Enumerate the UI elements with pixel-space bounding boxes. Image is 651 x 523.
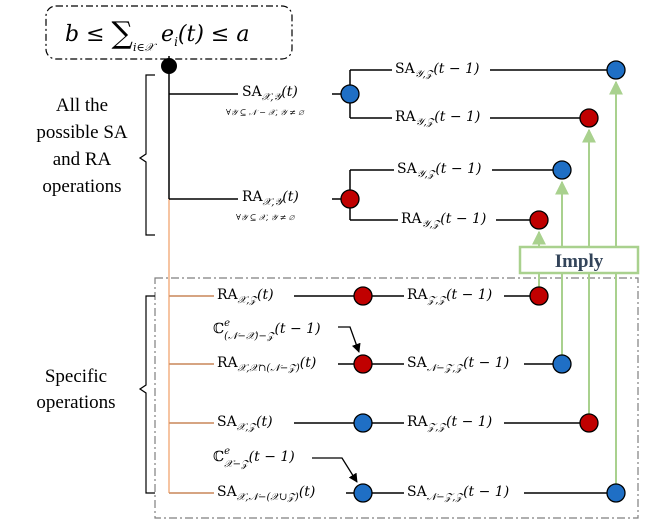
specific-row4-right-node: [606, 483, 626, 503]
constraint-formula-box: [45, 5, 293, 60]
ra-child1-node: [552, 160, 572, 180]
specific-row3-right-node: [579, 413, 599, 433]
implication-arrows: [532, 80, 623, 493]
constraint-formula: b ≤ ∑i∈𝒳 ei(t) ≤ a: [65, 16, 249, 54]
condition-c2-arrow: [312, 457, 358, 483]
specific-label-line2: operations: [36, 392, 115, 413]
specific-row1-left-node: [353, 286, 373, 306]
imply-box: [518, 245, 640, 275]
specific-row2-right-node: [552, 354, 572, 374]
ra-child2-node: [529, 210, 549, 230]
specific-row4-left-label: SA𝒳,𝒩−(𝒳∪𝒵)(t): [217, 484, 315, 503]
imply-label: Imply: [555, 251, 604, 272]
specific-row4-left-node: [353, 483, 373, 503]
sa-condition: ∀𝒴 ⊆ 𝒩 − 𝒳, 𝒴 ≠ ∅: [226, 108, 305, 117]
sa-child2-label: RA𝒴,𝒵(t − 1): [395, 109, 480, 128]
specific-row3-right-label: RA𝒵,𝒵(t − 1): [407, 414, 492, 433]
ra-child1-label: SA𝒴,𝒵(t − 1): [397, 161, 481, 180]
specific-row1-right-label: RA𝒵,𝒵(t − 1): [407, 287, 492, 306]
general-label-line3: and RA: [53, 149, 112, 170]
general-label-line2: possible SA: [36, 122, 128, 143]
ra-child2-label: RA𝒴,𝒵(t − 1): [401, 211, 486, 230]
specific-row2-left-node: [353, 354, 373, 374]
specific-row4-right-label: SA𝒩−𝒵,𝒵(t − 1): [407, 484, 509, 503]
specific-brace: [138, 295, 155, 494]
specific-row1-right-node: [529, 286, 549, 306]
specific-label-line1: Specific: [45, 366, 107, 387]
sa-child1-label: SA𝒴,𝒵(t − 1): [395, 61, 479, 80]
sa-child1-node: [606, 60, 626, 80]
specific-operations-box: [154, 277, 639, 519]
ra-main-node: [340, 189, 360, 209]
condition-c1-label: ℂe (𝒩−𝒳)−𝒵(t − 1): [213, 318, 321, 342]
specific-row2-right-label: SA𝒩−𝒵,𝒵(t − 1): [407, 355, 509, 374]
sa-child2-node: [579, 108, 599, 128]
root-node: [161, 58, 177, 74]
specific-row2-left-label: RA𝒳,𝒳∩(𝒩−𝒵)(t): [217, 355, 316, 374]
general-label-line1: All the: [56, 95, 108, 116]
general-label-line4: operations: [42, 176, 121, 197]
specific-row3-left-node: [353, 413, 373, 433]
sa-main-label: SA𝒳,𝒴(t): [242, 84, 298, 103]
specific-row1-left-label: RA𝒳,𝒵(t): [217, 287, 274, 306]
specific-row3-left-label: SA𝒳,𝒵(t): [217, 414, 273, 433]
condition-c2-label: ℂe 𝒳−𝒵(t − 1): [213, 446, 295, 470]
ra-condition: ∀𝒴 ⊆ 𝒳, 𝒴 ≠ ∅: [236, 213, 296, 222]
ra-main-label: RA𝒳,𝒴(t): [242, 189, 299, 208]
condition-c1-arrow: [338, 326, 361, 353]
general-brace: [138, 74, 155, 236]
sa-main-node: [340, 84, 360, 104]
